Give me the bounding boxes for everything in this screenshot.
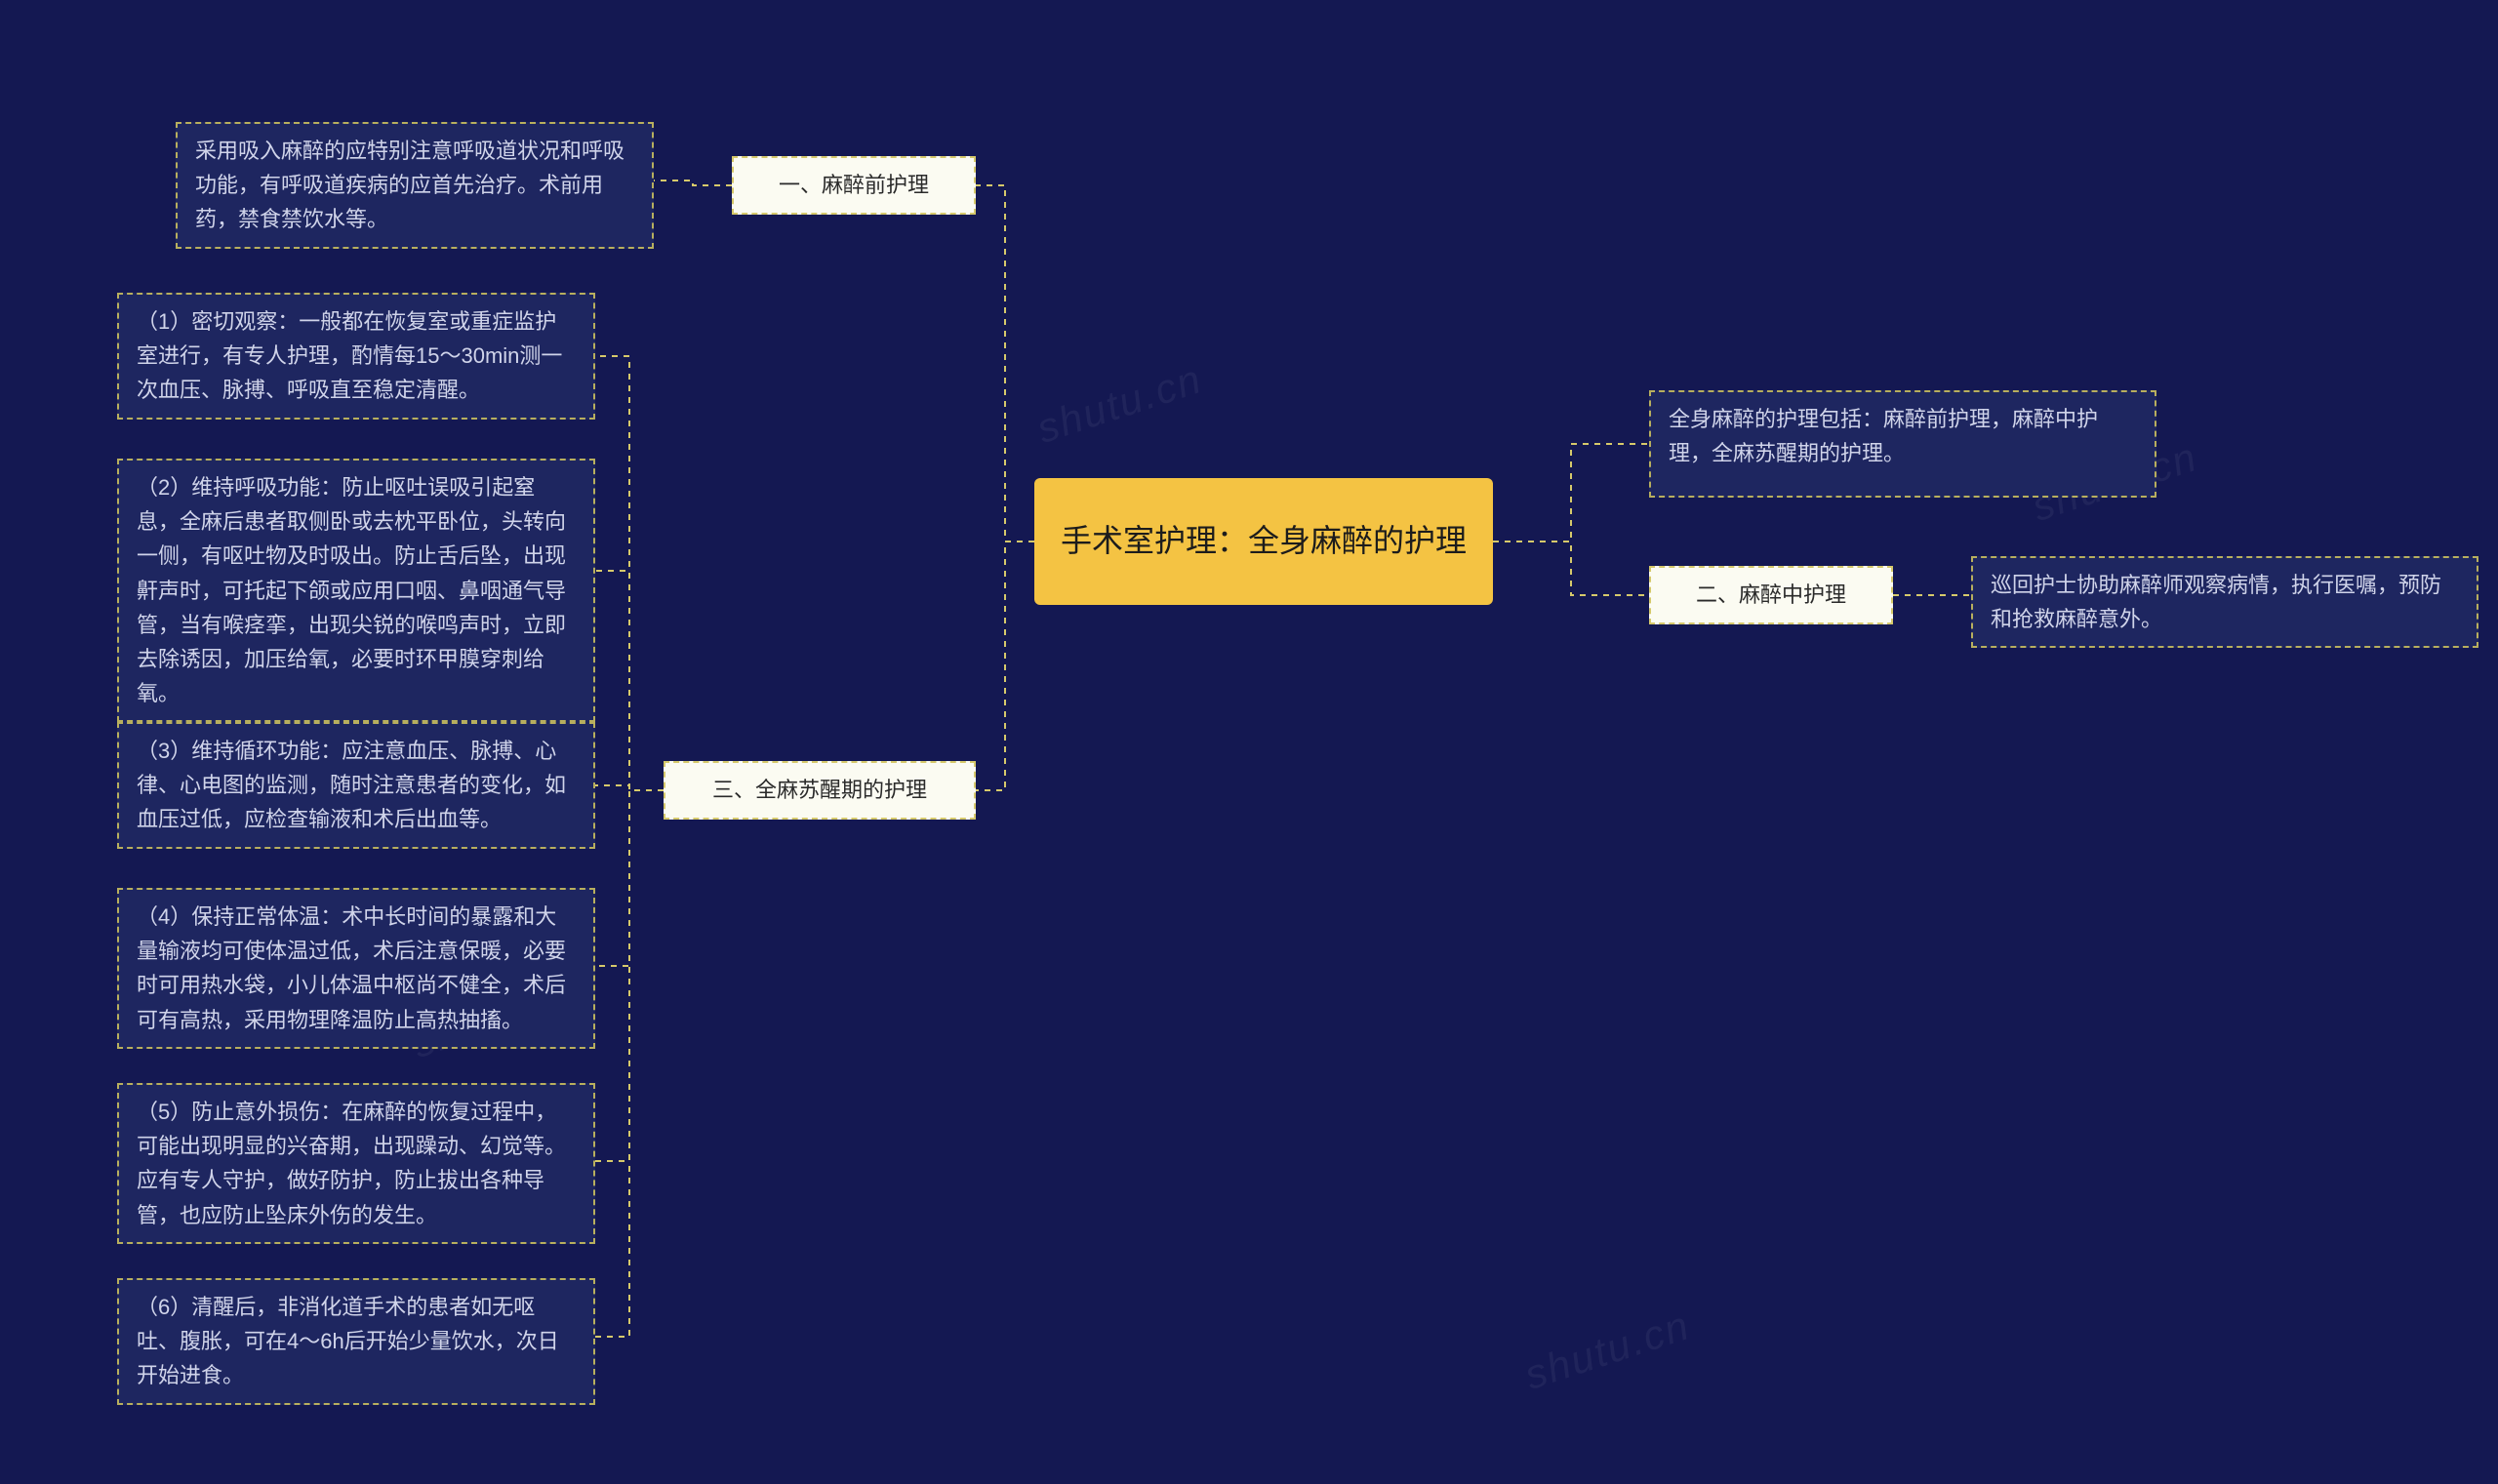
leaf-node: 采用吸入麻醉的应特别注意呼吸道状况和呼吸功能，有呼吸道疾病的应首先治疗。术前用药… bbox=[176, 122, 654, 249]
center-node: 手术室护理：全身麻醉的护理 bbox=[1034, 478, 1493, 605]
leaf-node: （4）保持正常体温：术中长时间的暴露和大量输液均可使体温过低，术后注意保暖，必要… bbox=[117, 888, 595, 1049]
branch-node: 三、全麻苏醒期的护理 bbox=[664, 761, 976, 820]
leaf-node-label: 采用吸入麻醉的应特别注意呼吸道状况和呼吸功能，有呼吸道疾病的应首先治疗。术前用药… bbox=[195, 139, 624, 231]
leaf-node: （2）维持呼吸功能：防止呕吐误吸引起窒息，全麻后患者取侧卧或去枕平卧位，头转向一… bbox=[117, 459, 595, 722]
leaf-node-label: 巡回护士协助麻醉师观察病情，执行医嘱，预防和抢救麻醉意外。 bbox=[1991, 573, 2441, 631]
leaf-node: 巡回护士协助麻醉师观察病情，执行医嘱，预防和抢救麻醉意外。 bbox=[1971, 556, 2478, 648]
mindmap-canvas: shutu.cnshutu.cnshutu.cnshutu.cn手术室护理：全身… bbox=[0, 0, 2498, 1484]
branch-node-label: 二、麻醉中护理 bbox=[1696, 578, 1846, 612]
leaf-node-label: （6）清醒后，非消化道手术的患者如无呕吐、腹胀，可在4～6h后开始少量饮水，次日… bbox=[137, 1295, 559, 1387]
branch-node-label: 三、全麻苏醒期的护理 bbox=[712, 773, 927, 807]
leaf-node-label: 全身麻醉的护理包括：麻醉前护理，麻醉中护理，全麻苏醒期的护理。 bbox=[1669, 407, 2098, 465]
leaf-node-label: （2）维持呼吸功能：防止呕吐误吸引起窒息，全麻后患者取侧卧或去枕平卧位，头转向一… bbox=[137, 475, 566, 705]
branch-node: 二、麻醉中护理 bbox=[1649, 566, 1893, 624]
leaf-node: （6）清醒后，非消化道手术的患者如无呕吐、腹胀，可在4～6h后开始少量饮水，次日… bbox=[117, 1278, 595, 1405]
leaf-node-label: （4）保持正常体温：术中长时间的暴露和大量输液均可使体温过低，术后注意保暖，必要… bbox=[137, 904, 566, 1032]
watermark: shutu.cn bbox=[1031, 355, 1208, 453]
leaf-node-label: （1）密切观察：一般都在恢复室或重症监护室进行，有专人护理，酌情每15～30mi… bbox=[137, 309, 562, 402]
leaf-node-label: （5）防止意外损伤：在麻醉的恢复过程中，可能出现明显的兴奋期，出现躁动、幻觉等。… bbox=[137, 1100, 566, 1227]
leaf-node: （3）维持循环功能：应注意血压、脉搏、心律、心电图的监测，随时注意患者的变化，如… bbox=[117, 722, 595, 849]
branch-node: 一、麻醉前护理 bbox=[732, 156, 976, 215]
branch-node-label: 一、麻醉前护理 bbox=[779, 168, 929, 202]
leaf-node: （5）防止意外损伤：在麻醉的恢复过程中，可能出现明显的兴奋期，出现躁动、幻觉等。… bbox=[117, 1083, 595, 1244]
leaf-node: 全身麻醉的护理包括：麻醉前护理，麻醉中护理，全麻苏醒期的护理。 bbox=[1649, 390, 2156, 498]
leaf-node-label: （3）维持循环功能：应注意血压、脉搏、心律、心电图的监测，随时注意患者的变化，如… bbox=[137, 739, 566, 831]
watermark: shutu.cn bbox=[1519, 1302, 1696, 1399]
center-node-label: 手术室护理：全身麻醉的护理 bbox=[1061, 516, 1467, 566]
leaf-node: （1）密切观察：一般都在恢复室或重症监护室进行，有专人护理，酌情每15～30mi… bbox=[117, 293, 595, 420]
